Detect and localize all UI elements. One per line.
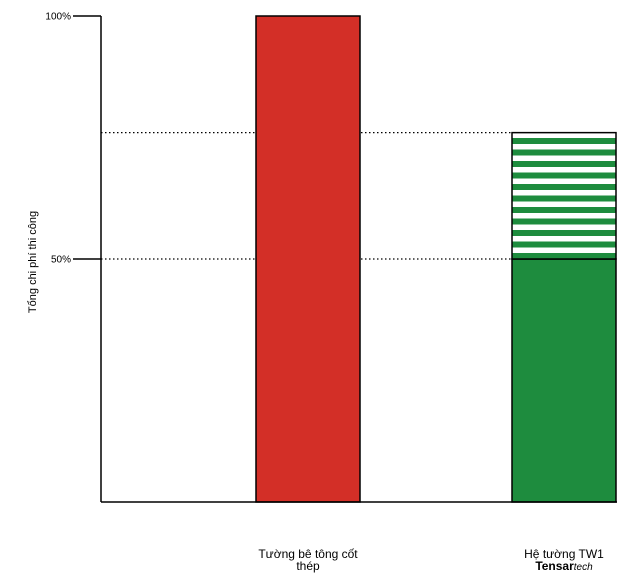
- category-brand-label: Tensartech: [535, 559, 593, 573]
- brand-suffix-italic: tech: [574, 562, 593, 573]
- bars: [255, 15, 617, 503]
- category-label-line: Hệ tường TW1: [524, 547, 604, 561]
- category-label-line: Tường bê tông cốt: [258, 547, 358, 561]
- brand-name-bold: Tensar: [535, 559, 574, 573]
- category-label-line: thép: [296, 559, 320, 573]
- bar-segment-0-1: [511, 258, 617, 503]
- bar-segment-1-1: [511, 131, 617, 260]
- y-axis-label: Tổng chi phí thi công: [27, 211, 39, 313]
- labels: 50% 100% Tổng chi phí thi công Tường bê tôn…: [27, 12, 604, 574]
- axes: [73, 15, 617, 503]
- bar-segment-0-0: [255, 15, 361, 503]
- y-tick-label: 100%: [45, 12, 71, 23]
- y-tick-label: 50%: [51, 255, 71, 266]
